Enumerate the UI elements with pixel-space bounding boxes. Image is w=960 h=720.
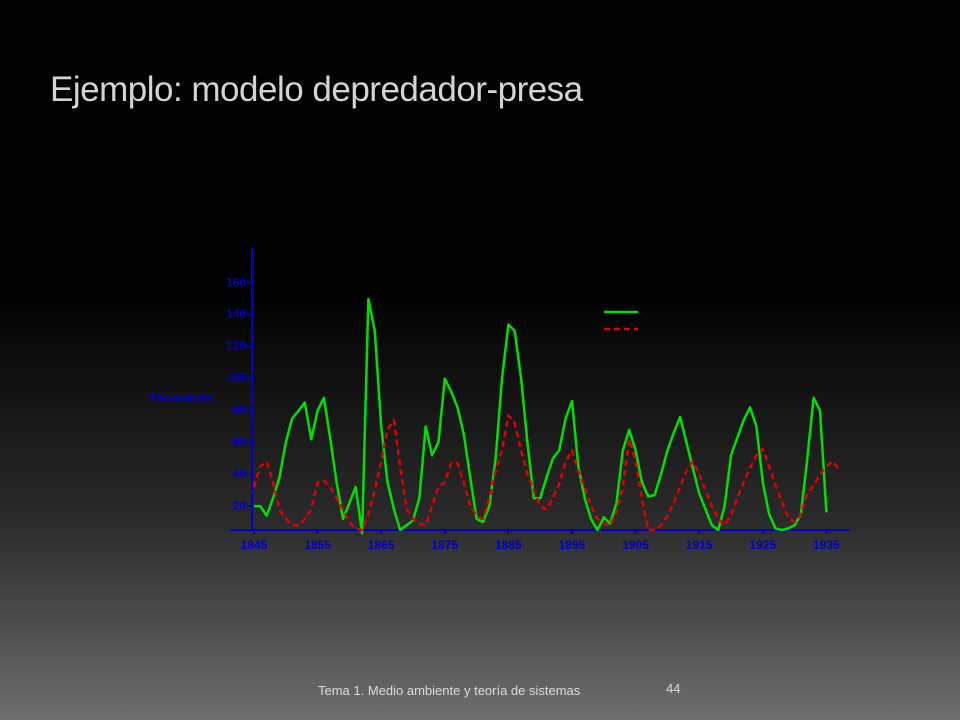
x-tick-label: 1855 <box>304 538 331 552</box>
x-tick-label: 1875 <box>431 538 458 552</box>
y-tick-label: 80 <box>233 403 247 417</box>
x-tick-label: 1865 <box>368 538 395 552</box>
x-tick-label: 1935 <box>813 538 840 552</box>
page-number: 44 <box>666 681 681 696</box>
x-tick-label: 1885 <box>495 538 522 552</box>
y-tick-label: 160 <box>226 275 246 289</box>
y-tick-label: 60 <box>233 435 247 449</box>
y-axis-label: Thousands <box>149 391 213 405</box>
footer: Tema 1. Medio ambiente y teoría de siste… <box>318 683 581 698</box>
x-tick-label: 1895 <box>559 538 586 552</box>
y-tick-label: 100 <box>226 371 246 385</box>
slide-title: Ejemplo: modelo depredador-presa <box>50 70 583 109</box>
y-tick-label: 40 <box>233 466 247 480</box>
x-tick-label: 1845 <box>241 538 268 552</box>
x-tick-label: 1905 <box>622 538 649 552</box>
y-tick-label: 140 <box>226 307 246 321</box>
x-tick-label: 1925 <box>749 538 776 552</box>
series-line <box>254 297 828 535</box>
y-tick-label: 20 <box>233 498 247 512</box>
series-line <box>252 414 841 532</box>
y-tick-label: 120 <box>226 339 246 353</box>
x-tick-label: 1915 <box>686 538 713 552</box>
